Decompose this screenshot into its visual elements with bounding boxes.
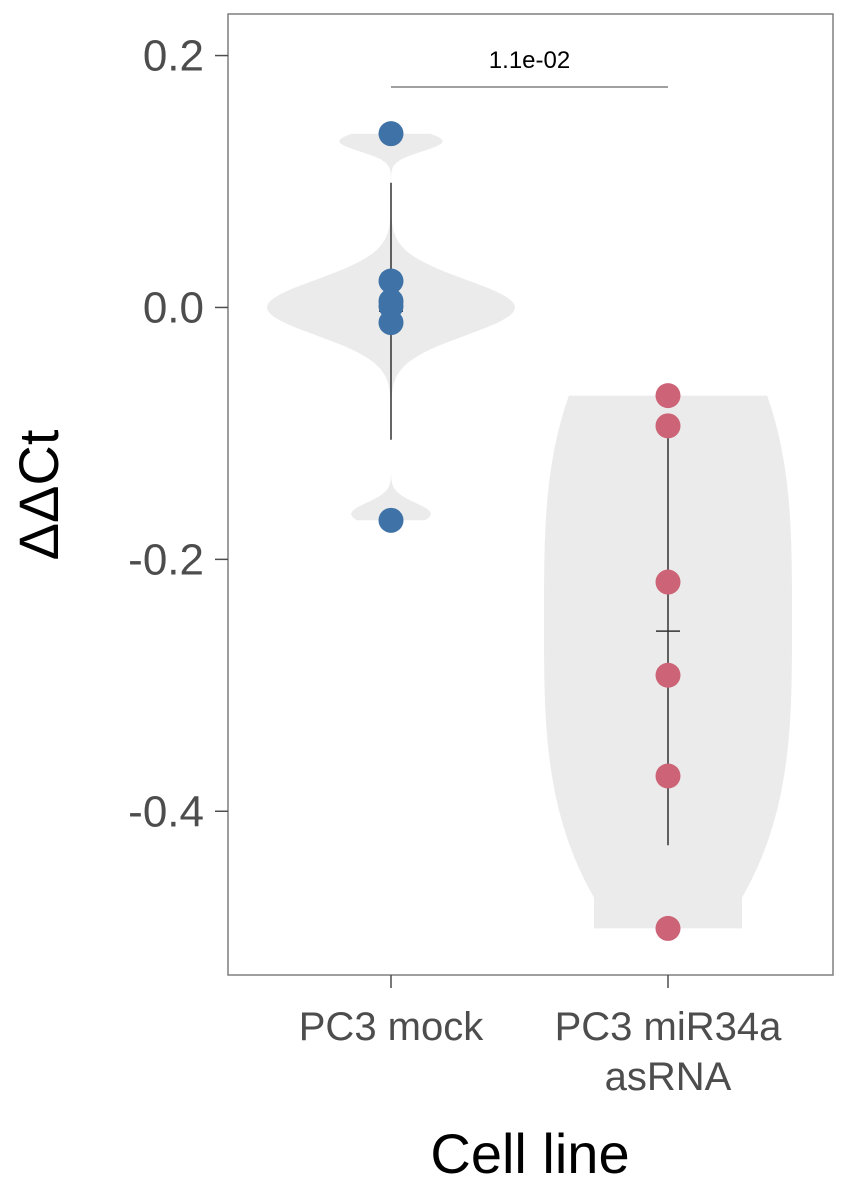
y-axis-title: ΔΔCt xyxy=(7,429,70,560)
y-tick-label: 0.0 xyxy=(143,283,204,332)
y-tick-label: 0.2 xyxy=(143,32,204,81)
data-point xyxy=(378,310,404,336)
data-point xyxy=(378,121,404,147)
data-point xyxy=(378,507,404,533)
y-axis: 0.2 0.0 -0.2 -0.4 xyxy=(128,32,228,836)
x-tick-label: PC3 miR34a asRNA xyxy=(555,1005,783,1099)
data-point xyxy=(655,763,681,789)
p-value-label: 1.1e-02 xyxy=(489,47,570,74)
data-point xyxy=(655,413,681,439)
plot-panel-border xyxy=(227,13,834,976)
significance-annotation: 1.1e-02 xyxy=(391,47,668,88)
data-point xyxy=(655,383,681,409)
y-tick-label: -0.4 xyxy=(128,787,204,836)
x-axis: PC3 mock PC3 miR34a asRNA xyxy=(299,975,782,1099)
x-tick-label: PC3 mock xyxy=(299,1005,484,1049)
points-layer xyxy=(378,121,681,941)
data-point xyxy=(655,569,681,595)
data-point xyxy=(378,268,404,294)
data-point xyxy=(655,915,681,941)
y-tick-label: -0.2 xyxy=(128,535,204,584)
x-axis-title: Cell line xyxy=(430,1122,629,1185)
data-point xyxy=(655,662,681,688)
